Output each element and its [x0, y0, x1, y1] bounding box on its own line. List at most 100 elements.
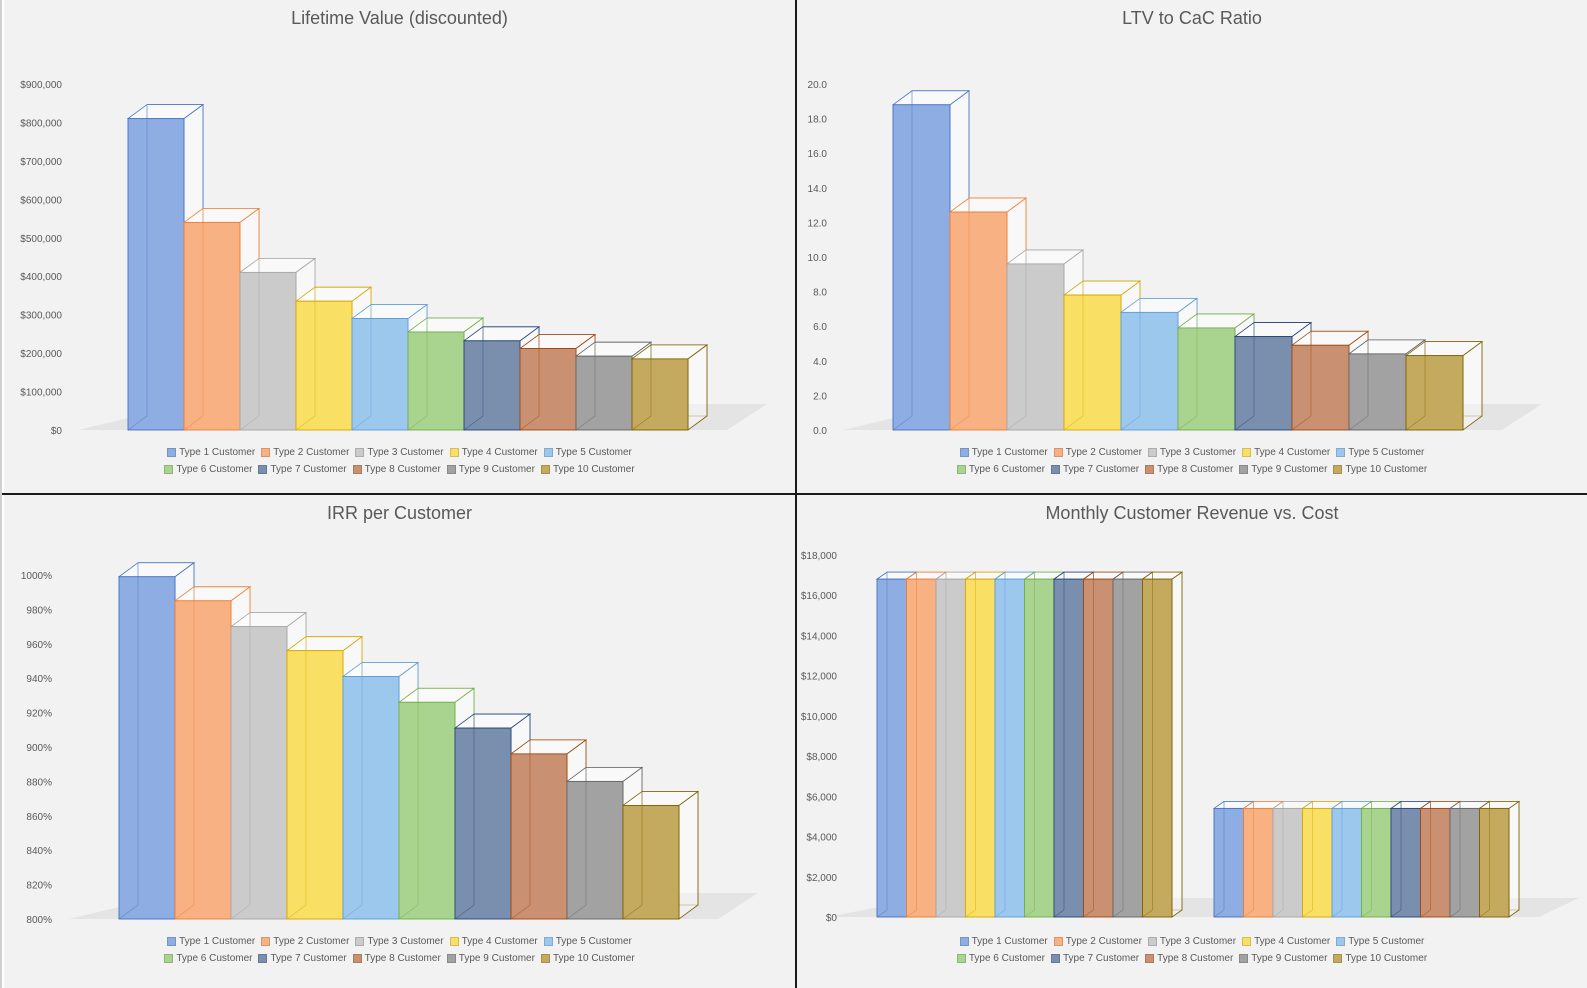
bar-front-face — [463, 340, 521, 431]
bar-front-face — [1177, 327, 1236, 431]
bar-inner-edge — [1177, 415, 1198, 431]
legend-item[interactable]: Type 4 Customer — [449, 936, 538, 947]
legend-item[interactable]: Type 10 Customer — [1333, 953, 1427, 964]
bar-inner-edge — [1083, 909, 1094, 918]
chart-panel-revenue-vs-cost[interactable]: $0 $2,000 $4,000 $6,000 $8,000 $10,000 $12,000… — [797, 495, 1587, 988]
legend-item[interactable]: Type 2 Customer — [1053, 447, 1142, 458]
legend-item[interactable]: Type 8 Customer — [352, 953, 441, 964]
legend-item[interactable]: Type 2 Customer — [261, 447, 349, 458]
y-tick-label: $600,000 — [20, 195, 62, 206]
legend-swatch — [956, 465, 966, 474]
legend-row: Type 1 Customer Type 2 Customer Type 3 Cus… — [167, 936, 632, 947]
y-tick-label: $0 — [826, 913, 838, 924]
legend-item[interactable]: Type 1 Customer — [959, 936, 1048, 947]
y-tick-label: $200,000 — [20, 349, 62, 360]
bar-inner-edge — [519, 415, 540, 431]
y-tick-label: $6,000 — [806, 792, 837, 803]
legend-swatch — [449, 448, 459, 457]
legend-item[interactable]: Type 6 Customer — [164, 464, 252, 475]
bar-front-face — [127, 118, 185, 431]
legend-item[interactable]: Type 9 Customer — [1239, 464, 1327, 475]
legend-item[interactable]: Type 2 Customer — [1053, 936, 1142, 947]
legend-item[interactable]: Type 5 Customer — [1336, 936, 1424, 947]
legend-item[interactable]: Type 7 Customer — [1050, 464, 1139, 475]
chart-panel-ltv-cac-ratio[interactable]: 0.0 2.0 4.0 6.0 8.0 10.0 12.0 14.0 16.0 18.0 20.0 … — [797, 0, 1587, 493]
legend-label: Type 6 Customer — [176, 953, 253, 964]
legend-item[interactable]: Type 9 Customer — [1239, 953, 1327, 964]
legend-item[interactable]: Type 9 Customer — [446, 464, 535, 475]
legend-item[interactable]: Type 3 Customer — [355, 936, 444, 947]
bar-front-face — [1449, 807, 1480, 918]
bar-inner-edge — [342, 904, 363, 920]
legend-swatch — [164, 954, 174, 963]
legend-item[interactable]: Type 4 Customer — [449, 447, 538, 458]
legend-item[interactable]: Type 3 Customer — [1147, 447, 1236, 458]
bar-inner-edge — [994, 909, 1006, 918]
legend-item[interactable]: Type 8 Customer — [352, 464, 441, 475]
chart-title: IRR per Customer — [326, 503, 473, 523]
y-tick-label: 900% — [26, 743, 52, 754]
legend-swatch — [1239, 465, 1249, 474]
legend-item[interactable]: Type 5 Customer — [543, 936, 632, 947]
legend-swatch — [1242, 448, 1252, 457]
legend-item[interactable]: Type 7 Customer — [1050, 953, 1139, 964]
legend-label: Type 4 Customer — [461, 936, 538, 947]
legend-item[interactable]: Type 10 Customer — [540, 464, 635, 475]
bar-inner-edge — [1272, 909, 1284, 918]
legend-swatch — [1336, 448, 1346, 457]
bar-side-face — [1171, 571, 1183, 918]
y-tick-label: $300,000 — [20, 311, 62, 322]
bar-inner-edge — [1420, 909, 1431, 918]
legend-item[interactable]: Type 1 Customer — [167, 936, 255, 947]
legend-swatch — [352, 465, 362, 474]
bar-10[interactable] — [1404, 340, 1484, 431]
y-tick-label: 860% — [26, 812, 52, 823]
bar-inner-edge — [965, 909, 976, 918]
legend-item[interactable]: Type 8 Customer — [1145, 464, 1233, 475]
legend-swatch — [1333, 465, 1343, 474]
bar-10-group-2[interactable] — [1478, 800, 1521, 918]
bar-6[interactable] — [1176, 313, 1256, 431]
bar-10-group-1[interactable] — [1141, 571, 1184, 918]
legend-item[interactable]: Type 6 Customer — [164, 953, 252, 964]
legend-item[interactable]: Type 7 Customer — [258, 464, 347, 475]
legend-item[interactable]: Type 5 Customer — [1336, 447, 1424, 458]
legend-item[interactable]: Type 4 Customer — [1242, 447, 1330, 458]
legend-item[interactable]: Type 7 Customer — [258, 953, 347, 964]
legend-label: Type 9 Customer — [458, 953, 535, 964]
bar-10[interactable] — [621, 790, 700, 920]
legend-swatch — [540, 465, 550, 474]
legend-item[interactable]: Type 3 Customer — [355, 447, 444, 458]
legend-item[interactable]: Type 10 Customer — [1333, 464, 1427, 475]
y-tick-label: 980% — [26, 605, 52, 616]
legend-item[interactable]: Type 10 Customer — [540, 953, 635, 964]
bar-10[interactable] — [630, 344, 709, 431]
legend-item[interactable]: Type 2 Customer — [261, 936, 349, 947]
bar-front-face — [118, 576, 176, 920]
bar-inner-edge — [286, 904, 307, 920]
legend-item[interactable]: Type 5 Customer — [543, 447, 632, 458]
chart-legend: Type 1 Customer Type 2 Customer Type 3 Cus… — [4, 936, 795, 964]
legend-item[interactable]: Type 4 Customer — [1242, 936, 1330, 947]
chart-panel-irr[interactable]: 800% 820% 840% 860% 880% 900% 920% 940% 960% 980%… — [4, 495, 795, 988]
y-tick-label: 14.0 — [808, 184, 828, 195]
chart-svg: 800% 820% 840% 860% 880% 900% 920% 940% 960% 980%… — [21, 561, 758, 926]
legend-item[interactable]: Type 9 Customer — [446, 953, 535, 964]
bar-side-face — [1462, 340, 1483, 431]
legend-item[interactable]: Type 8 Customer — [1145, 953, 1233, 964]
legend-item[interactable]: Type 6 Customer — [956, 464, 1045, 475]
bar-inner-edge — [127, 415, 148, 431]
bar-inner-edge — [118, 904, 139, 920]
legend-label: Type 6 Customer — [968, 953, 1045, 964]
legend-item[interactable]: Type 1 Customer — [959, 447, 1048, 458]
legend-swatch — [1145, 465, 1155, 474]
bar-inner-edge — [351, 415, 372, 431]
legend-item[interactable]: Type 1 Customer — [167, 447, 255, 458]
legend-row: Type 6 Customer Type 7 Customer Type 8 Cus… — [164, 953, 635, 964]
bar-inner-edge — [1120, 415, 1141, 431]
bar-inner-edge — [398, 904, 419, 920]
chart-panel-lifetime-value[interactable]: $0 $100,000 $200,000 $300,000 $400,000 $500,0… — [4, 0, 795, 493]
legend-item[interactable]: Type 6 Customer — [956, 953, 1045, 964]
legend-item[interactable]: Type 3 Customer — [1147, 936, 1236, 947]
bar-front-face — [876, 578, 907, 918]
